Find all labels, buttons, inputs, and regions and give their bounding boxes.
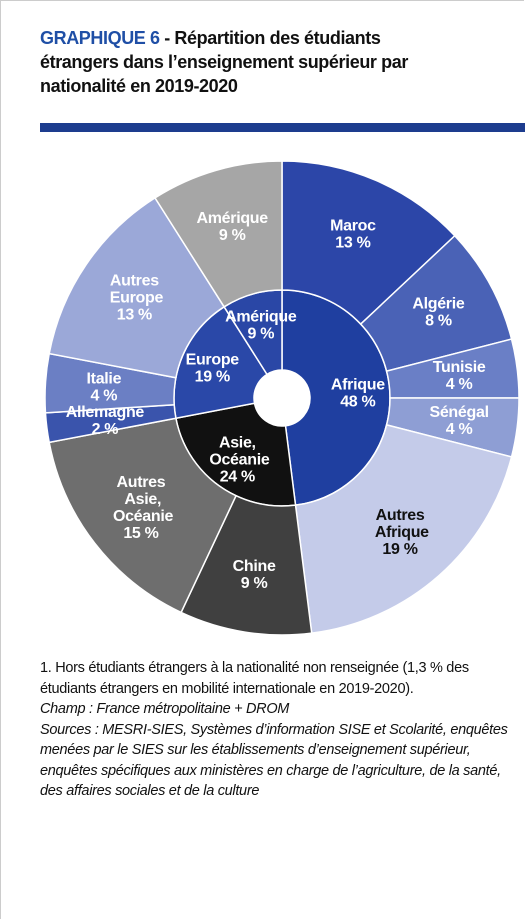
category-label: Allemagne	[66, 404, 145, 421]
category-label: Algérie	[412, 296, 465, 313]
value-label: 13 %	[117, 307, 152, 324]
value-label: 9 %	[241, 575, 268, 592]
value-label: 4 %	[446, 376, 473, 393]
value-label: 24 %	[220, 468, 255, 485]
value-label: 9 %	[247, 326, 274, 343]
value-label: 9 %	[219, 227, 246, 244]
chart-title: GRAPHIQUE 6 - Répartition des étudiants …	[40, 26, 460, 98]
value-label: 19 %	[382, 541, 417, 558]
value-label: 8 %	[425, 313, 452, 330]
title-text: - Répartition des étudiants étrangers da…	[40, 28, 408, 96]
value-label: 13 %	[335, 235, 370, 252]
value-label: 2 %	[92, 421, 119, 438]
category-label: Asie, Océanie	[205, 434, 270, 468]
value-label: 19 %	[195, 368, 230, 385]
sources: Sources : MESRI-SIES, Systèmes d’informa…	[40, 721, 508, 800]
category-label: Autres Afrique	[371, 507, 429, 541]
value-label: 4 %	[91, 387, 118, 404]
category-label: Amérique	[225, 309, 297, 326]
champ: Champ : France métropolitaine + DROM	[40, 701, 290, 717]
segment	[294, 423, 513, 634]
category-label: Maroc	[330, 218, 376, 235]
category-label: Amérique	[196, 210, 268, 227]
value-label: 15 %	[123, 525, 158, 542]
category-label: Autres Asie, Océanie	[109, 474, 174, 525]
chart-label: GRAPHIQUE 6	[40, 28, 160, 48]
category-label: Autres Europe	[106, 273, 164, 307]
segment	[48, 196, 226, 379]
segment	[48, 417, 238, 614]
notes: 1. Hors étudiants étrangers à la nationa…	[40, 658, 520, 802]
segment	[281, 160, 456, 326]
category-label: Europe	[186, 351, 240, 368]
category-label: Chine	[233, 558, 276, 575]
category-label: Tunisie	[433, 359, 486, 376]
value-label: 48 %	[340, 394, 375, 411]
category-label: Sénégal	[429, 404, 488, 421]
category-label: Italie	[87, 370, 122, 387]
title-rule	[40, 123, 525, 132]
footnote: 1. Hors étudiants étrangers à la nationa…	[40, 660, 469, 697]
value-label: 4 %	[446, 421, 473, 438]
segment	[153, 160, 283, 308]
category-label: Afrique	[331, 377, 385, 394]
